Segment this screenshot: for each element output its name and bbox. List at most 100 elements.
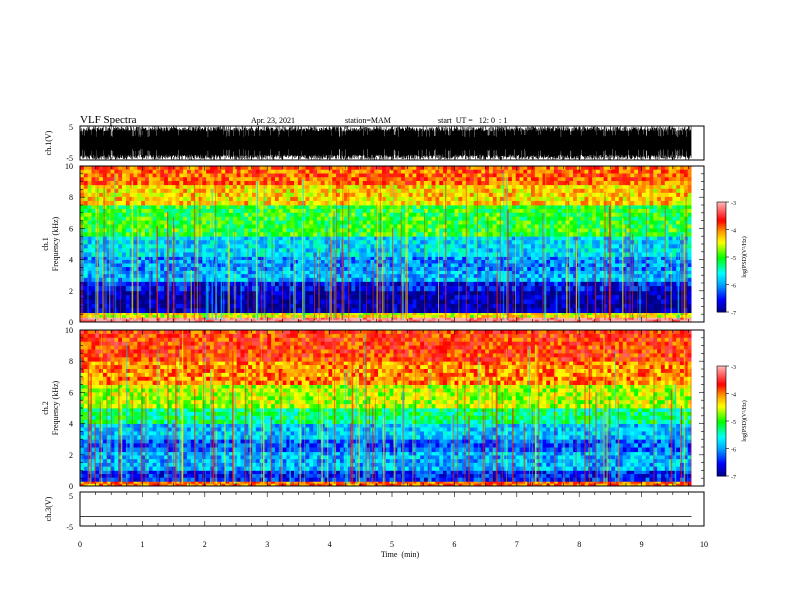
spectrogram-cell — [187, 236, 192, 241]
spectrogram-cell — [183, 240, 188, 245]
spectrogram-cell — [152, 248, 157, 253]
spectrogram-cell — [431, 317, 436, 321]
spectrogram-cell — [225, 274, 230, 279]
spectrogram-cell — [458, 263, 463, 268]
spectrogram-cell — [401, 228, 406, 233]
spectrogram-cell — [427, 220, 433, 225]
spectrogram-cell — [527, 208, 532, 214]
spectrogram-cell — [431, 290, 436, 296]
spectrogram-cell — [561, 240, 566, 245]
spectrogram-cell — [106, 314, 111, 318]
spectrogram-cell — [164, 208, 169, 214]
spectrogram-cell — [565, 256, 570, 261]
spectrogram-cell — [561, 295, 566, 300]
spectrogram-cell — [573, 236, 578, 241]
spectrogram-cell — [83, 256, 89, 261]
spectrogram-cell — [83, 290, 89, 296]
spectrogram-cell — [492, 314, 497, 318]
spectrogram-cell — [450, 290, 455, 296]
spectrogram-cell — [91, 228, 96, 233]
spectrogram-cell — [668, 317, 673, 321]
spectrogram-cell — [485, 220, 490, 225]
spectrogram-cell — [114, 236, 119, 241]
spectrogram-cell — [584, 216, 589, 221]
spectrogram-cell — [687, 236, 692, 241]
spectrogram-cell — [672, 252, 677, 257]
spectrogram-cell — [645, 244, 650, 249]
spectrogram-cell — [653, 252, 658, 257]
spectrogram-cell — [336, 281, 341, 287]
spectrogram-cell — [320, 236, 326, 241]
spectrogram-cell — [454, 299, 459, 305]
spectrogram-cell — [431, 303, 436, 309]
spectrogram-cell — [362, 270, 368, 275]
spectrogram-cell — [381, 236, 387, 241]
spectrogram-cell — [91, 277, 96, 282]
spectrogram-cell — [615, 308, 620, 314]
spectrogram-cell — [278, 270, 283, 275]
spectrogram-cell — [638, 252, 643, 257]
spectrogram-cell — [102, 232, 108, 237]
spectrogram-cell — [569, 274, 574, 279]
spectrogram-cell — [408, 248, 413, 253]
spectrogram-cell — [217, 277, 222, 282]
spectrogram-cell — [164, 286, 169, 292]
spectrogram-cell — [500, 290, 505, 296]
spectrogram-cell — [110, 208, 115, 214]
spectrogram-cell — [236, 314, 241, 318]
spectrogram-cell — [251, 232, 257, 237]
spectrogram-cell — [645, 228, 650, 233]
spectrogram-cell — [282, 232, 287, 237]
spectrogram-cell — [202, 208, 207, 214]
spectrogram-cell — [427, 270, 433, 275]
spectrogram-cell — [309, 270, 314, 275]
spectrogram-cell — [420, 274, 425, 279]
spectrogram-cell — [538, 317, 543, 321]
spectrogram-cell — [561, 220, 566, 225]
spectrogram-cell — [370, 274, 375, 279]
spectrogram-cell — [584, 212, 589, 218]
spectrogram-cell — [561, 312, 566, 316]
spectrogram-cell — [427, 299, 433, 305]
spectrogram-cell — [454, 240, 459, 245]
spectrogram-cell — [573, 277, 578, 282]
spectrogram-cell — [198, 303, 203, 309]
spectrogram-cell — [286, 274, 291, 279]
spectrogram-cell — [194, 317, 199, 321]
spectrogram-cell — [538, 248, 543, 253]
spectrogram-cell — [122, 319, 127, 323]
spectrogram-cell — [297, 212, 303, 218]
spectrogram-cell — [263, 317, 268, 321]
spectrogram-cell — [190, 263, 196, 268]
spectrogram-cell — [454, 263, 459, 268]
spectrogram-cell — [420, 281, 425, 287]
spectrogram-cell — [450, 286, 455, 292]
spectrogram-cell — [148, 308, 154, 314]
spectrogram-cell — [206, 228, 211, 233]
spectrogram-cell — [99, 252, 104, 257]
spectrogram-cell — [160, 299, 165, 305]
spectrogram-cell — [412, 244, 417, 249]
spectrogram-cell — [618, 308, 624, 314]
spectrogram-cell — [152, 270, 157, 275]
spectrogram-cell — [504, 259, 509, 264]
spectrogram-cell — [477, 259, 482, 264]
spectrogram-cell — [534, 317, 540, 321]
spectrogram-cell — [645, 267, 650, 271]
spectrogram-cell — [99, 319, 104, 323]
spectrogram-cell — [309, 295, 314, 300]
spectrogram-cell — [148, 252, 154, 257]
spectrogram-cell — [370, 240, 375, 245]
spectrogram-cell — [125, 295, 131, 300]
spectrogram-cell — [595, 263, 601, 268]
spectrogram-cell — [393, 228, 398, 233]
spectrogram-cell — [634, 248, 639, 253]
spectrogram-cell — [431, 256, 436, 261]
spectrogram-cell — [439, 303, 444, 309]
spectrogram-cell — [668, 220, 673, 225]
spectrogram-cell — [492, 212, 497, 218]
spectrogram-cell — [278, 281, 283, 287]
spectrogram-cell — [106, 274, 111, 279]
spectrogram-cell — [423, 308, 429, 314]
spectrogram-cell — [194, 252, 199, 257]
